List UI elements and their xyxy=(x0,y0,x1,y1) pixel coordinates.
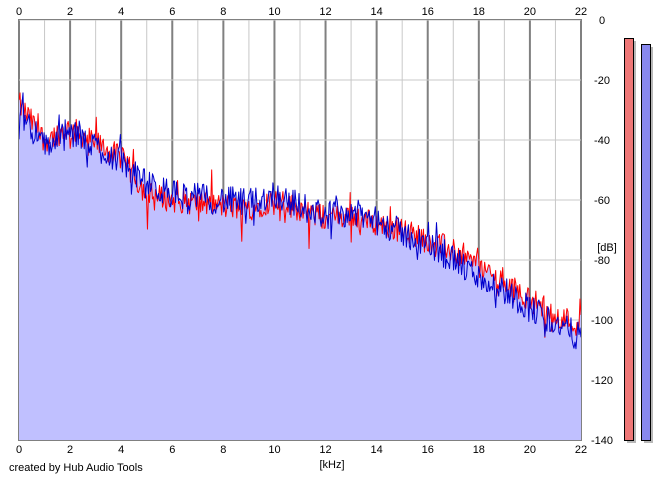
x-tick-label: 10 xyxy=(268,6,280,18)
series-line-left xyxy=(18,92,582,338)
x-tick-label: 14 xyxy=(371,6,383,18)
y-tick-label: -40 xyxy=(594,135,610,147)
y-tick-label: -60 xyxy=(594,195,610,207)
level-meters xyxy=(624,38,653,443)
x-tick-label: 4 xyxy=(118,444,124,456)
x-tick-label: 12 xyxy=(319,6,331,18)
x-tick-labels-top: 0 2 4 6 8 10 12 14 16 18 20 22 xyxy=(16,6,587,18)
y-tick-labels: 0 -20 -40 -60 -80 -100 -120 -140 xyxy=(591,15,613,447)
credit-text: created by Hub Audio Tools xyxy=(9,462,143,474)
x-axis-label: [kHz] xyxy=(319,459,344,471)
x-tick-label: 18 xyxy=(473,6,485,18)
x-tick-label: 2 xyxy=(67,444,73,456)
series-line-right xyxy=(18,92,582,350)
x-tick-label: 14 xyxy=(371,444,383,456)
y-tick-label: -140 xyxy=(591,435,613,447)
y-tick-label: -120 xyxy=(591,375,613,387)
series-lines xyxy=(18,92,582,350)
spectrum-fill-area xyxy=(19,92,581,441)
y-axis-label: [dB] xyxy=(597,242,617,254)
y-tick-label: -20 xyxy=(594,75,610,87)
x-tick-label: 8 xyxy=(220,444,226,456)
y-tick-label: -100 xyxy=(591,315,613,327)
x-tick-label: 20 xyxy=(524,444,536,456)
x-tick-labels-bottom: 0 2 4 6 8 10 12 14 16 18 20 22 xyxy=(16,444,587,456)
x-tick-label: 22 xyxy=(575,6,587,18)
x-tick-label: 10 xyxy=(268,444,280,456)
plot-frame xyxy=(18,19,582,441)
y-tick-label: -80 xyxy=(594,255,610,267)
x-tick-label: 4 xyxy=(118,6,124,18)
x-tick-label: 12 xyxy=(319,444,331,456)
x-tick-label: 20 xyxy=(524,6,536,18)
x-tick-label: 0 xyxy=(16,444,22,456)
spectrum-fill xyxy=(19,92,581,441)
x-tick-label: 16 xyxy=(422,6,434,18)
level-meter-right xyxy=(641,44,651,441)
x-tick-label: 22 xyxy=(575,444,587,456)
y-tick-label: 0 xyxy=(599,15,605,27)
x-tick-label: 6 xyxy=(169,444,175,456)
x-tick-label: 0 xyxy=(16,6,22,18)
x-tick-label: 16 xyxy=(422,444,434,456)
level-meter-left xyxy=(624,38,634,441)
x-tick-label: 8 xyxy=(220,6,226,18)
x-tick-label: 18 xyxy=(473,444,485,456)
x-tick-label: 6 xyxy=(169,6,175,18)
x-tick-label: 2 xyxy=(67,6,73,18)
